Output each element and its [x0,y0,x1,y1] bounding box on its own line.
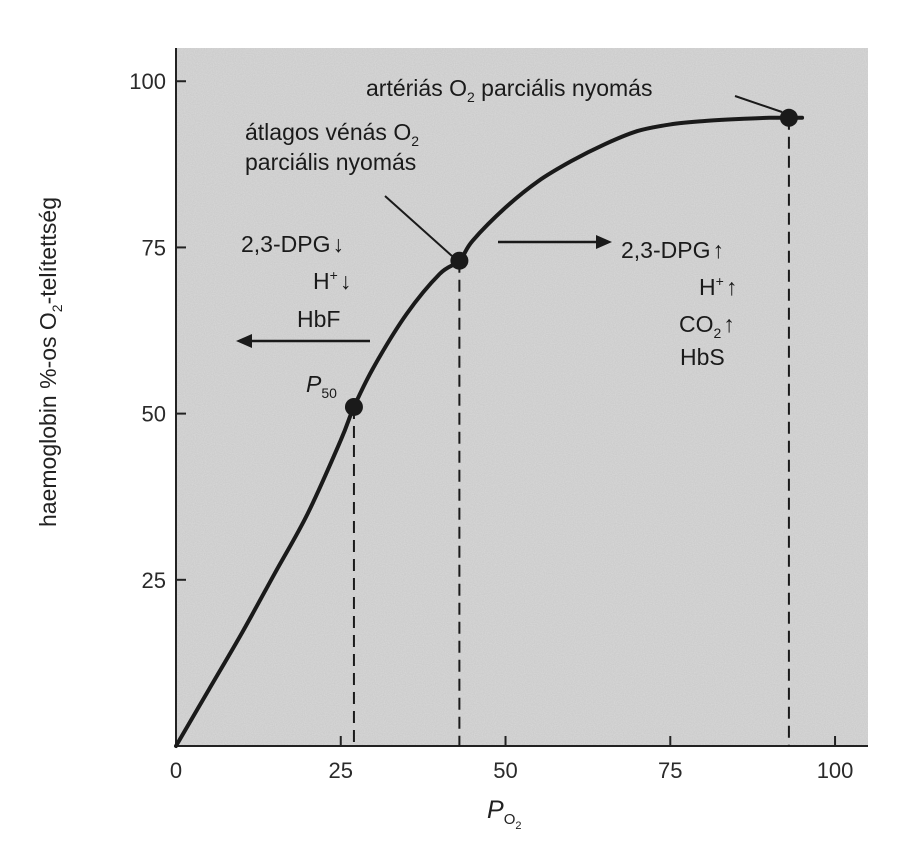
marker-points [344,108,798,416]
x-axis-title: PO2 [487,796,521,832]
x-tick-label: 75 [658,758,682,783]
arterial-pointer [734,95,783,113]
right-shift-arrowhead [596,235,612,249]
x-ticks: 0 25 50 75 100 [170,736,854,783]
left-hbf-label: HbF [297,306,340,332]
y-ticks: 25 50 75 100 [129,69,186,593]
drop-lines [352,117,790,746]
left-shift-arrowhead [236,334,252,348]
right-hbs-label: HbS [680,344,725,370]
x-tick-label: 0 [170,758,182,783]
x-tick-label: 100 [817,758,854,783]
venous-label-line1: átlagos vénás O2 [245,119,419,149]
y-tick-label: 75 [142,235,166,260]
venous-label-line2: parciális nyomás [245,149,416,175]
arterial-label: artériás O2 parciális nyomás [366,75,652,105]
data-point [779,108,798,127]
y-axis-title: haemoglobin %-os O2-telítettség [35,197,65,527]
x-tick-label: 50 [493,758,517,783]
y-tick-label: 100 [129,69,166,94]
data-point [344,397,363,416]
plot-grain [176,48,868,746]
right-co2-label: CO2↑ [679,311,735,341]
left-dpg-label: 2,3-DPG↓ [241,231,344,257]
p50-label: P50 [306,371,337,401]
x-tick-label: 25 [329,758,353,783]
y-tick-label: 50 [142,402,166,427]
left-h-label: H+↓ [313,267,351,294]
right-h-label: H+↑ [699,273,737,300]
data-point [450,251,469,270]
right-dpg-label: 2,3-DPG↑ [621,237,724,263]
y-tick-label: 25 [142,568,166,593]
venous-pointer [384,195,453,257]
